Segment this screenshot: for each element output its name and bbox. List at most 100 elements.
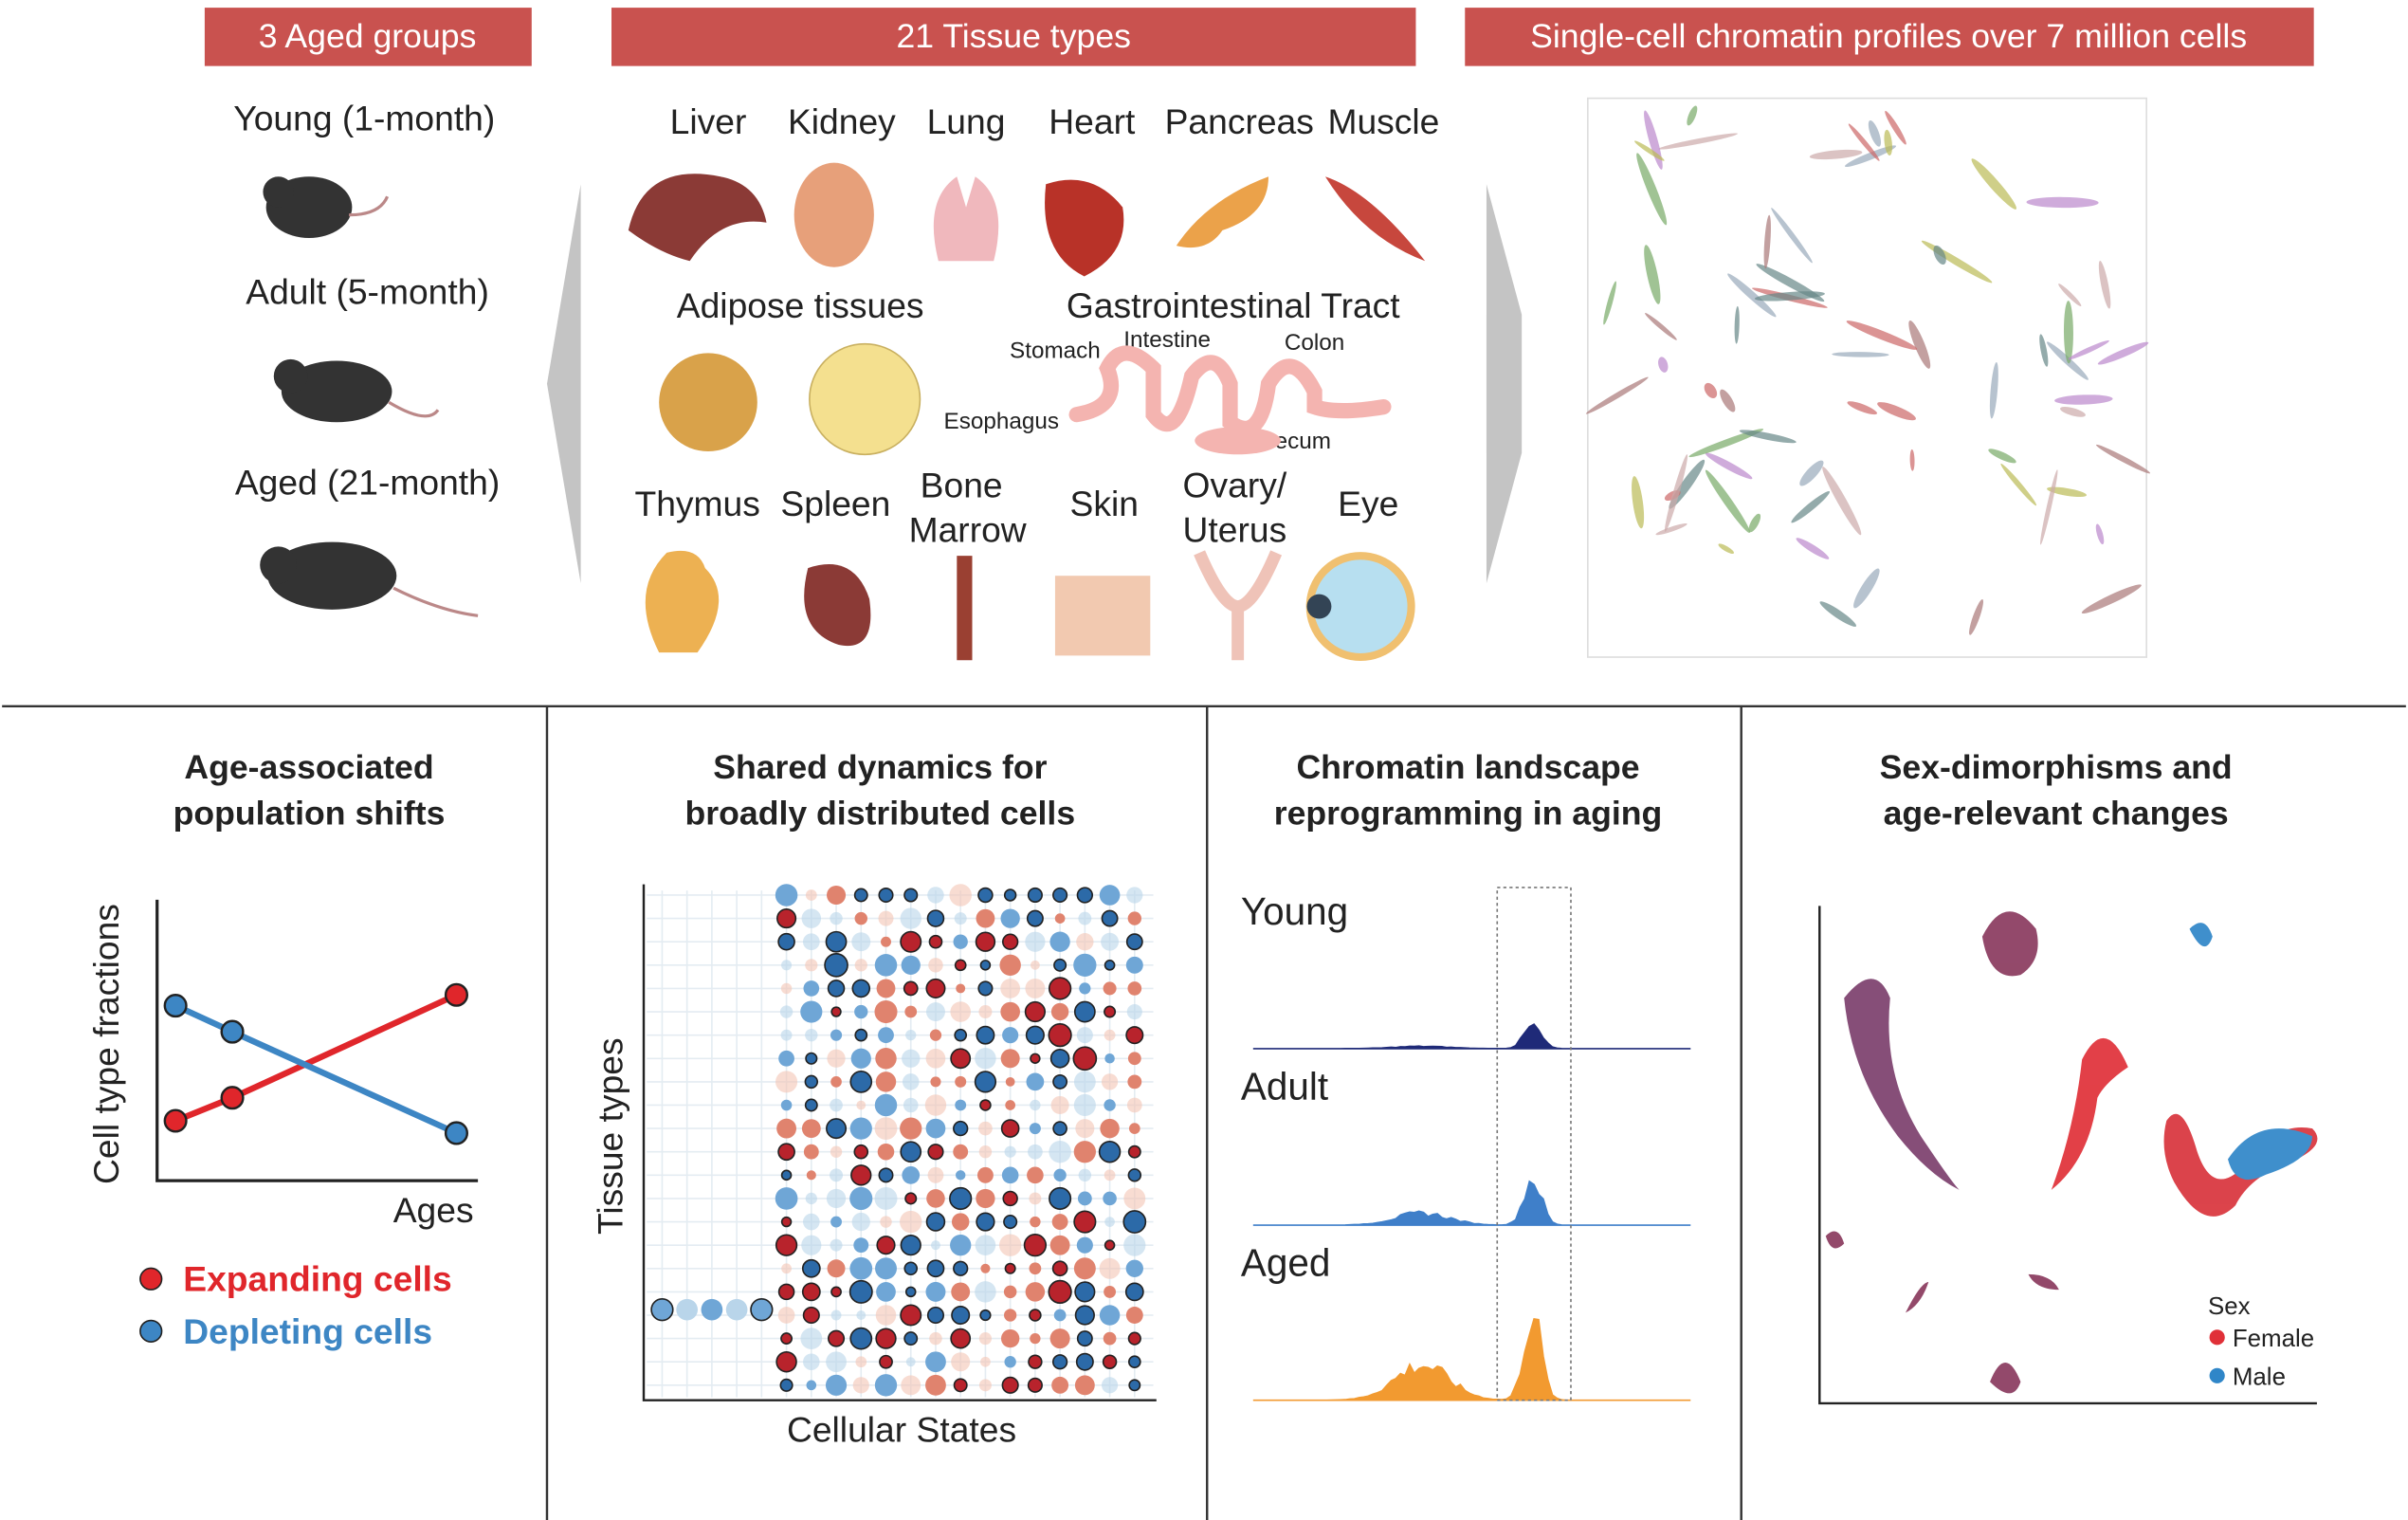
dot	[977, 980, 994, 997]
umap-cluster	[2098, 261, 2111, 309]
umap-cluster	[1705, 452, 1753, 480]
umap-cluster	[1655, 523, 1687, 536]
dot	[1030, 960, 1040, 970]
dot	[780, 1332, 794, 1346]
panel-title: Shared dynamics for	[713, 748, 1047, 786]
dot	[954, 912, 967, 925]
dot	[1051, 1260, 1068, 1277]
dot	[953, 1144, 969, 1160]
dot	[801, 1119, 821, 1139]
umap-cluster	[1853, 568, 1880, 609]
dot	[1026, 1072, 1045, 1091]
panel-title: Chromatin landscape	[1296, 748, 1639, 786]
dot	[979, 1099, 992, 1111]
dot	[1051, 1354, 1068, 1370]
dot	[978, 1379, 992, 1392]
axes	[1818, 906, 2317, 1405]
umap-cluster	[2026, 196, 2099, 209]
umap-cluster	[1796, 538, 1830, 559]
dot	[926, 1259, 945, 1278]
dot	[1025, 1282, 1046, 1302]
dot	[1000, 1328, 1020, 1348]
tissue-label: Liver	[670, 101, 747, 141]
dot	[1049, 1140, 1071, 1163]
dot	[998, 1234, 1022, 1256]
dot	[849, 1071, 873, 1093]
dot	[1125, 933, 1143, 951]
dot	[805, 1052, 818, 1065]
dot	[825, 930, 848, 953]
legend-label: Male	[2233, 1364, 2286, 1391]
dot	[875, 1071, 897, 1092]
legend-label: Expanding cells	[183, 1259, 451, 1299]
dot	[976, 1188, 995, 1209]
umap-cluster	[1705, 469, 1750, 533]
dot	[951, 1352, 971, 1372]
dot	[1074, 1375, 1095, 1396]
tissue-label: Marrow	[909, 510, 1027, 550]
tissue-label: Heart	[1049, 101, 1136, 141]
dot	[953, 1378, 968, 1393]
dot	[853, 1237, 869, 1254]
dot	[878, 910, 894, 926]
umap-cluster	[2068, 339, 2109, 360]
dot	[979, 960, 992, 971]
dot	[1073, 1257, 1096, 1280]
dot	[901, 955, 921, 975]
dot	[903, 980, 919, 997]
dot	[1101, 932, 1120, 951]
dot	[1099, 885, 1121, 906]
umap-cluster	[1832, 352, 1889, 357]
dot	[780, 1169, 793, 1181]
dot	[878, 1167, 894, 1183]
dot	[1025, 931, 1046, 952]
dot	[1079, 982, 1091, 995]
dot	[826, 1188, 847, 1209]
dot	[876, 979, 896, 998]
legend-label: Female	[2233, 1326, 2314, 1352]
dot	[875, 1257, 897, 1280]
dot	[1000, 979, 1021, 998]
dot	[976, 1166, 994, 1183]
dot	[806, 1380, 817, 1391]
dot	[904, 1286, 917, 1298]
umap-cluster	[1847, 401, 1877, 415]
dot	[1005, 1100, 1016, 1110]
umap-cluster	[1848, 123, 1880, 161]
dot	[900, 1304, 922, 1327]
legend-title: Sex	[2208, 1293, 2251, 1320]
dot	[950, 1001, 971, 1022]
dot	[1030, 1053, 1041, 1064]
dot	[1123, 1187, 1146, 1210]
dot	[1127, 981, 1142, 996]
dot	[1104, 1169, 1116, 1181]
dot	[1078, 911, 1092, 925]
umap-sex	[1825, 911, 2318, 1394]
header-title: 3 Aged groups	[259, 17, 477, 55]
dot	[1025, 978, 1046, 998]
umap-cluster	[2095, 523, 2105, 545]
tissue-label: Muscle	[1327, 101, 1439, 141]
dot	[875, 1048, 897, 1070]
organ-icons	[628, 162, 1426, 662]
dot	[1003, 1215, 1018, 1230]
dot	[775, 1187, 798, 1210]
dot	[1127, 1355, 1141, 1369]
dot	[1048, 977, 1072, 1000]
dot	[1104, 1053, 1115, 1064]
dot	[1128, 1123, 1140, 1134]
dot	[830, 1168, 844, 1182]
dot	[1028, 1144, 1043, 1160]
umap-cluster	[2095, 444, 2151, 474]
dot	[1125, 1307, 1143, 1324]
umap-cluster	[2058, 284, 2082, 307]
dot	[1104, 1239, 1116, 1251]
dot	[1049, 1186, 1072, 1210]
dot	[777, 1283, 795, 1301]
umap-cluster	[1718, 543, 1735, 554]
gi-labels: Stomach Intestine Colon Esophagus Cecum	[944, 327, 1345, 454]
dot	[1003, 1285, 1017, 1299]
umap-cluster	[1603, 281, 1616, 325]
dot	[1126, 1097, 1142, 1113]
dot	[978, 1332, 993, 1346]
